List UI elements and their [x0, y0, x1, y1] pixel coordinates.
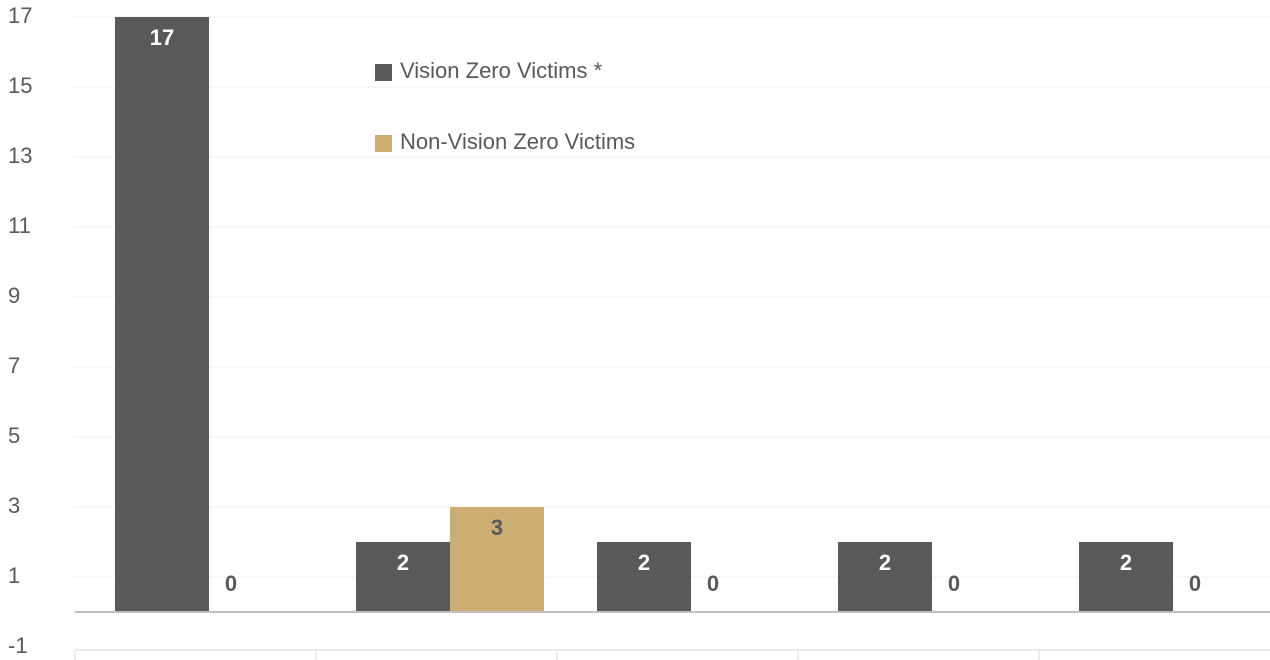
data-label: 17: [150, 25, 174, 50]
bar: [115, 17, 209, 612]
y-tick-label: 3: [8, 493, 20, 518]
legend-swatch: [375, 64, 392, 81]
bar: [1079, 542, 1173, 612]
data-label: 0: [707, 571, 719, 596]
legend-swatch: [375, 135, 392, 152]
y-tick-label: 5: [8, 423, 20, 448]
y-tick-label: 13: [8, 143, 32, 168]
data-label: 2: [1120, 550, 1132, 575]
y-tick-label: 1: [8, 563, 20, 588]
y-tick-label: 9: [8, 283, 20, 308]
y-tick-label: 11: [8, 213, 31, 238]
y-tick-label: 17: [8, 3, 32, 28]
data-label: 2: [397, 550, 409, 575]
data-label: 3: [491, 515, 503, 540]
bar: [597, 542, 691, 612]
legend-label: Vision Zero Victims *: [400, 58, 603, 83]
bar: [356, 542, 450, 612]
legend-label: Non-Vision Zero Victims: [400, 129, 635, 154]
bar: [838, 542, 932, 612]
y-tick-label: 7: [8, 353, 20, 378]
data-label: 0: [1189, 571, 1201, 596]
data-label: 2: [879, 550, 891, 575]
data-label: 2: [638, 550, 650, 575]
bar: [450, 507, 544, 612]
y-tick-label: 15: [8, 73, 32, 98]
y-tick-label: -1: [8, 633, 28, 658]
data-label: 0: [948, 571, 960, 596]
data-label: 0: [225, 571, 237, 596]
